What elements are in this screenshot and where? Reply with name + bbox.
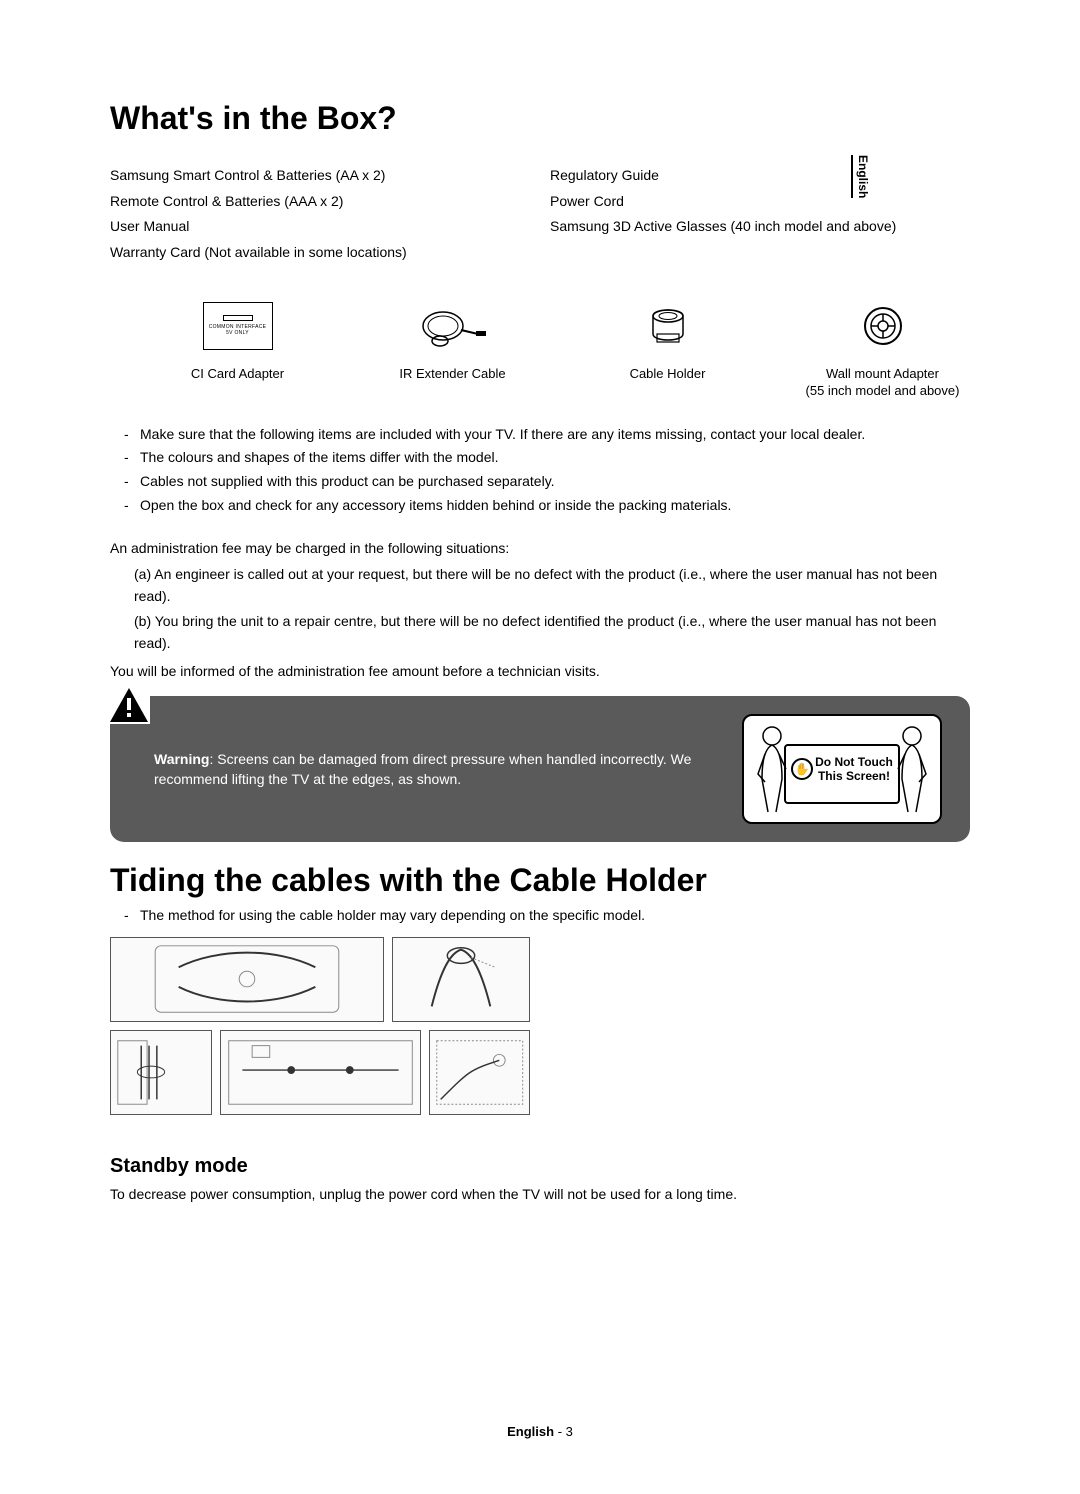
footer-language: English bbox=[507, 1424, 554, 1439]
list-item: Remote Control & Batteries (AAA x 2) bbox=[110, 191, 530, 213]
admin-fee-outro: You will be informed of the administrati… bbox=[110, 661, 970, 683]
page-footer: English - 3 bbox=[0, 1424, 1080, 1439]
list-item: Power Cord bbox=[550, 191, 970, 213]
footer-separator: - bbox=[554, 1424, 566, 1439]
warning-label: Warning bbox=[154, 751, 209, 767]
accessory-label-text: Wall mount Adapter bbox=[826, 366, 939, 381]
section-title-cable-holder: Tiding the cables with the Cable Holder bbox=[110, 862, 970, 899]
ir-cable-icon bbox=[365, 296, 540, 356]
list-item: Warranty Card (Not available in some loc… bbox=[110, 242, 530, 264]
language-tab: English bbox=[851, 155, 870, 198]
warning-illustration: ✋ Do Not Touch This Screen! bbox=[742, 714, 942, 824]
diagram-panel bbox=[220, 1030, 421, 1115]
bullet-item: The method for using the cable holder ma… bbox=[118, 905, 970, 927]
box-contents-right: Regulatory Guide Power Cord Samsung 3D A… bbox=[550, 165, 970, 268]
box-contents-columns: Samsung Smart Control & Batteries (AA x … bbox=[110, 165, 970, 268]
ci-card-icon: COMMON INTERFACE 5V ONLY bbox=[150, 296, 325, 356]
diagram-panel bbox=[110, 1030, 212, 1115]
cable-holder-icon bbox=[580, 296, 755, 356]
warning-illus-line1: Do Not Touch bbox=[815, 755, 893, 769]
accessory-ir-cable: IR Extender Cable bbox=[365, 296, 540, 400]
warning-triangle-icon bbox=[108, 686, 150, 724]
bullet-item: Cables not supplied with this product ca… bbox=[118, 471, 970, 493]
bullet-item: Make sure that the following items are i… bbox=[118, 424, 970, 446]
admin-fee-b: (b) You bring the unit to a repair centr… bbox=[110, 611, 970, 654]
person-right-icon bbox=[894, 724, 934, 814]
warning-illus-line2: This Screen! bbox=[818, 769, 890, 783]
accessory-label: Cable Holder bbox=[580, 366, 755, 383]
diagram-panel bbox=[110, 937, 384, 1022]
accessory-ci-card: COMMON INTERFACE 5V ONLY CI Card Adapter bbox=[150, 296, 325, 400]
section-title-box-contents: What's in the Box? bbox=[110, 100, 970, 137]
standby-text: To decrease power consumption, unplug th… bbox=[110, 1184, 970, 1206]
cable-holder-diagram bbox=[110, 937, 530, 1127]
subsection-title-standby: Standby mode bbox=[110, 1155, 970, 1178]
warning-text: Warning: Screens can be damaged from dir… bbox=[154, 749, 742, 790]
diagram-panel bbox=[392, 937, 530, 1022]
ci-card-label-2: 5V ONLY bbox=[226, 330, 249, 336]
notes-bullets: Make sure that the following items are i… bbox=[110, 424, 970, 517]
accessory-icon-row: COMMON INTERFACE 5V ONLY CI Card Adapter… bbox=[110, 296, 970, 400]
box-contents-left: Samsung Smart Control & Batteries (AA x … bbox=[110, 165, 530, 268]
accessory-label: Wall mount Adapter (55 inch model and ab… bbox=[795, 366, 970, 400]
bullet-item: Open the box and check for any accessory… bbox=[118, 495, 970, 517]
no-touch-hand-icon: ✋ bbox=[791, 758, 813, 780]
admin-fee-a: (a) An engineer is called out at your re… bbox=[110, 564, 970, 607]
footer-page-number: 3 bbox=[566, 1424, 573, 1439]
accessory-label-sub: (55 inch model and above) bbox=[806, 383, 960, 398]
wall-mount-icon bbox=[795, 296, 970, 356]
accessory-cable-holder: Cable Holder bbox=[580, 296, 755, 400]
bullet-item: The colours and shapes of the items diff… bbox=[118, 447, 970, 469]
list-item: Regulatory Guide bbox=[550, 165, 970, 187]
accessory-label: IR Extender Cable bbox=[365, 366, 540, 383]
list-item: User Manual bbox=[110, 216, 530, 238]
warning-body: : Screens can be damaged from direct pre… bbox=[154, 751, 691, 787]
list-item: Samsung Smart Control & Batteries (AA x … bbox=[110, 165, 530, 187]
warning-callout: Warning: Screens can be damaged from dir… bbox=[110, 696, 970, 842]
accessory-wall-mount: Wall mount Adapter (55 inch model and ab… bbox=[795, 296, 970, 400]
manual-page: English What's in the Box? Samsung Smart… bbox=[0, 0, 1080, 1266]
cable-holder-bullets: The method for using the cable holder ma… bbox=[110, 905, 970, 927]
accessory-label: CI Card Adapter bbox=[150, 366, 325, 383]
admin-fee-intro: An administration fee may be charged in … bbox=[110, 538, 970, 560]
diagram-panel bbox=[429, 1030, 531, 1115]
list-item: Samsung 3D Active Glasses (40 inch model… bbox=[550, 216, 970, 238]
